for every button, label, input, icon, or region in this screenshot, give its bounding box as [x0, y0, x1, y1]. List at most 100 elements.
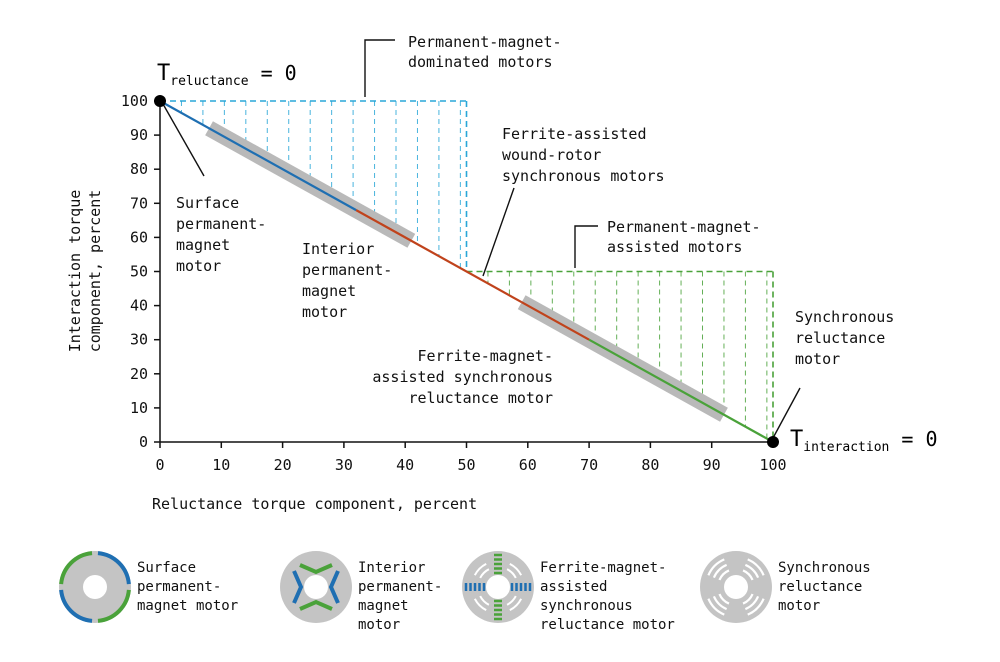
x-tick-label: 60	[519, 456, 537, 474]
hatched-regions	[160, 100, 774, 442]
region-pm-assisted	[466, 270, 774, 442]
y-tick-label: 30	[130, 331, 148, 349]
flux-barrier	[712, 595, 728, 611]
flux-barrier	[718, 569, 730, 581]
line-segment	[159, 100, 357, 212]
legend-label-2-line: synchronous	[540, 598, 633, 614]
ferrite-magnet-annotation-line: reluctance motor	[409, 389, 554, 407]
y-axis-title-line: Interaction torque	[66, 190, 84, 353]
y-tick-label: 50	[130, 263, 148, 281]
interior-pm-annotation-line: Interior	[302, 240, 374, 258]
surface-magnet-arc	[59, 551, 93, 585]
synchronous-reluctance-annotation-line: Synchronous	[795, 308, 894, 326]
t-interaction-label: Tinteraction = 0	[790, 427, 938, 455]
synchronous-reluctance-rotor-icon	[700, 551, 772, 623]
y-tick-label: 70	[130, 194, 148, 212]
interior-pm-annotation-line: magnet	[302, 282, 356, 300]
rotor-shaft	[304, 575, 328, 599]
synchronous-reluctance-leader	[772, 387, 801, 439]
legend-label-2: Ferrite-magnet-assisted synchronous reluct…	[540, 560, 675, 633]
legend-label-2-line: assisted	[540, 579, 607, 595]
synchronous-reluctance-annotation-line: motor	[795, 350, 840, 368]
flux-barrier	[509, 598, 523, 612]
legend: Surface permanent-magnet motor Interior per…	[59, 551, 871, 633]
x-tick-label: 40	[396, 456, 414, 474]
pm-dominated-label-line: Permanent-magnet-	[408, 33, 562, 51]
y-tick-label: 60	[130, 228, 148, 246]
endpoints	[154, 95, 779, 448]
pm-assisted-label-line: assisted motors	[607, 238, 742, 256]
surface-pm-leader	[162, 103, 205, 177]
rotor-shaft	[724, 575, 748, 599]
ferrite-wound-leader	[482, 187, 515, 277]
flux-barrier	[506, 568, 517, 579]
pm-assisted-label-line: Permanent-magnet-	[607, 218, 761, 236]
x-tick-label: 50	[457, 456, 475, 474]
t-subscript: interaction	[803, 440, 889, 455]
t-reluctance-label: Treluctance = 0	[157, 61, 297, 89]
x-tick-label: 80	[641, 456, 659, 474]
interior-magnet	[299, 599, 333, 611]
flux-barrier	[742, 593, 754, 605]
t-suffix: = 0	[889, 427, 937, 451]
pm-assisted-leader	[574, 225, 598, 268]
legend-label-1-line: motor	[358, 617, 400, 633]
y-tick-label: 80	[130, 160, 148, 178]
legend-label-2-line: Ferrite-magnet-	[540, 560, 666, 576]
flux-barrier	[506, 595, 517, 606]
line-segment	[521, 301, 590, 341]
legend-label-0: Surface permanent-magnet motor	[137, 560, 238, 614]
t-symbol: T	[790, 427, 803, 452]
y-tick-label: 10	[130, 399, 148, 417]
t-suffix: = 0	[249, 61, 297, 85]
pm-assisted-label: Permanent-magnet-assisted motors	[607, 218, 761, 256]
synchronous-reluctance-annotation: Synchronous reluctance motor	[795, 308, 894, 368]
interior-magnet	[299, 563, 333, 575]
y-tick-label: 90	[130, 126, 148, 144]
flux-barrier	[707, 598, 725, 616]
y-tick-label: 0	[139, 433, 148, 451]
legend-label-0-line: permanent-	[137, 579, 221, 595]
surface-pm-annotation: Surface permanent-magnet motor	[176, 194, 266, 275]
line-segment	[355, 209, 523, 304]
x-tick-label: 0	[155, 456, 164, 474]
ferrite-wound-annotation: Ferrite-assisted wound-rotor synchronous m…	[502, 125, 665, 185]
synchronous-reluctance-annotation-line: reluctance	[795, 329, 885, 347]
flux-barrier	[479, 568, 490, 579]
x-tick-label: 90	[703, 456, 721, 474]
rotor-shaft	[486, 575, 510, 599]
flux-barrier	[742, 569, 754, 581]
interior-pm-annotation: Interior permanent-magnet motor	[302, 240, 392, 321]
leader-lines	[162, 39, 801, 439]
legend-label-1-line: magnet	[358, 598, 409, 614]
x-tick-label: 30	[335, 456, 353, 474]
surface-magnet-arc	[97, 551, 131, 585]
surface-magnet-arc	[97, 589, 131, 623]
ferrite-wound-annotation-line: Ferrite-assisted	[502, 125, 647, 143]
legend-label-3-line: motor	[778, 598, 820, 614]
flux-barrier	[473, 562, 487, 576]
surface-pm-rotor-icon	[59, 551, 131, 623]
x-tick-label: 100	[759, 456, 786, 474]
interior-pm-rotor-icon	[280, 551, 352, 623]
pm-dominated-label: Permanent-magnet-dominated motors	[408, 33, 562, 71]
legend-label-0-line: Surface	[137, 560, 196, 576]
flux-barrier	[707, 558, 725, 576]
y-tick-label: 100	[121, 92, 148, 110]
flux-barrier	[473, 598, 487, 612]
legend-label-2-line: reluctance motor	[540, 617, 675, 633]
x-axis-title: Reluctance torque component, percent	[152, 495, 477, 513]
legend-label-3: Synchronous reluctance motor	[778, 560, 871, 614]
flux-barrier	[744, 563, 760, 579]
t-symbol: T	[157, 61, 170, 86]
surface-pm-annotation-line: motor	[176, 257, 221, 275]
x-tick-label: 70	[580, 456, 598, 474]
ferrite-rotor-icon	[462, 551, 534, 623]
flux-barrier	[747, 558, 765, 576]
surface-pm-annotation-line: magnet	[176, 236, 230, 254]
x-tick-label: 10	[212, 456, 230, 474]
x-tick-label: 20	[274, 456, 292, 474]
rotor-shaft	[83, 575, 107, 599]
